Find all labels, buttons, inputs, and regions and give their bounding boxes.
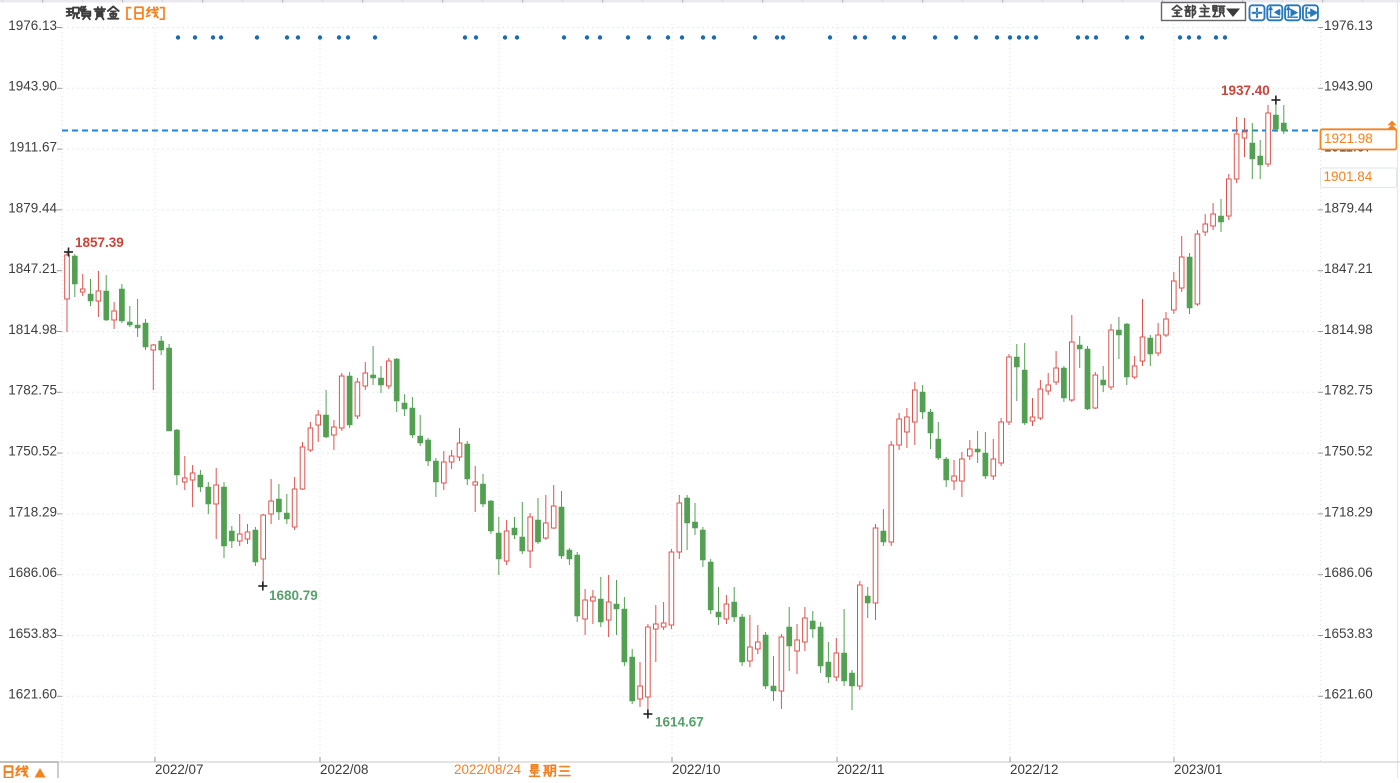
- svg-text:1814.98: 1814.98: [8, 322, 57, 337]
- svg-text:1879.44: 1879.44: [1324, 200, 1373, 215]
- svg-text:1750.52: 1750.52: [1324, 443, 1373, 458]
- svg-text:1621.60: 1621.60: [1324, 687, 1373, 702]
- svg-text:1943.90: 1943.90: [1324, 79, 1373, 94]
- svg-text:1847.21: 1847.21: [1324, 261, 1373, 276]
- svg-text:1718.29: 1718.29: [1324, 504, 1373, 519]
- svg-text:2022/12: 2022/12: [1010, 762, 1058, 777]
- svg-text:1943.90: 1943.90: [8, 79, 57, 94]
- svg-text:1653.83: 1653.83: [1324, 626, 1373, 641]
- svg-text:1686.06: 1686.06: [8, 565, 57, 580]
- svg-text:2022/08: 2022/08: [320, 762, 368, 777]
- svg-text:1911.67: 1911.67: [9, 139, 57, 154]
- svg-text:1976.13: 1976.13: [1324, 18, 1373, 33]
- svg-text:1614.67: 1614.67: [655, 715, 704, 730]
- svg-text:1857.39: 1857.39: [75, 235, 124, 250]
- svg-text:1976.13: 1976.13: [8, 18, 57, 33]
- svg-text:1814.98: 1814.98: [1324, 322, 1373, 337]
- svg-text:1847.21: 1847.21: [8, 261, 57, 276]
- svg-text:1782.75: 1782.75: [1324, 383, 1373, 398]
- svg-text:1901.84: 1901.84: [1324, 169, 1373, 184]
- svg-text:1750.52: 1750.52: [8, 443, 57, 458]
- svg-text:2022/11: 2022/11: [837, 762, 884, 777]
- svg-text:1879.44: 1879.44: [8, 200, 57, 215]
- svg-text:1937.40: 1937.40: [1221, 83, 1270, 98]
- svg-text:1782.75: 1782.75: [8, 383, 57, 398]
- svg-text:2023/01: 2023/01: [1174, 762, 1222, 777]
- svg-text:2022/07: 2022/07: [155, 762, 203, 777]
- svg-text:1680.79: 1680.79: [269, 588, 318, 603]
- svg-text:1653.83: 1653.83: [8, 626, 57, 641]
- svg-text:1621.60: 1621.60: [8, 687, 57, 702]
- svg-text:1686.06: 1686.06: [1324, 565, 1373, 580]
- svg-text:2022/08/24: 2022/08/24: [454, 762, 522, 777]
- svg-text:1921.98: 1921.98: [1324, 131, 1373, 146]
- svg-text:1718.29: 1718.29: [8, 504, 57, 519]
- svg-text:2022/10: 2022/10: [672, 762, 720, 777]
